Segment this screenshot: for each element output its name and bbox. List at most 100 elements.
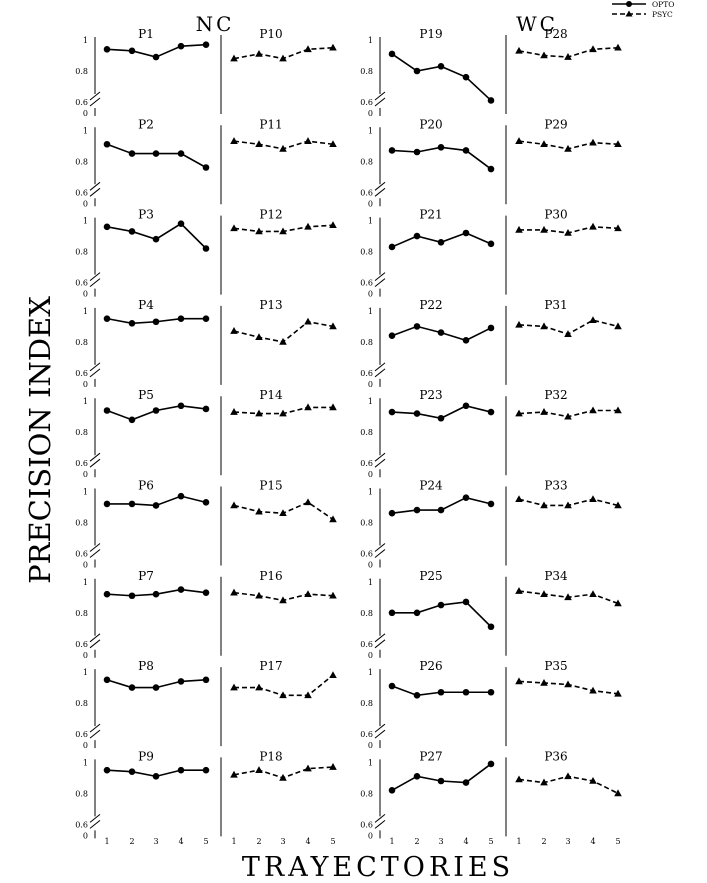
x-tick-label: 1	[231, 837, 236, 846]
y-tick-label: 1	[83, 397, 88, 406]
opto-p9-point-3	[152, 773, 160, 780]
opto-p5-point-3	[152, 407, 160, 414]
opto-p27-point-5	[487, 760, 495, 768]
participant-label: P4	[138, 298, 154, 312]
y-tick-label: 0.8	[75, 519, 88, 528]
x-tick-label: 5	[330, 837, 335, 846]
participant-label: P10	[259, 27, 282, 41]
x-tick-label: 5	[615, 837, 620, 846]
opto-p7-point-1	[103, 590, 111, 598]
y-tick-label: 0.8	[360, 519, 373, 528]
y-tick-label: 0.6	[360, 188, 373, 197]
opto-p5-point-5	[202, 405, 210, 413]
opto-p19-point-5	[487, 97, 495, 104]
opto-p27-line	[391, 763, 492, 791]
x-tick-label: 4	[178, 837, 183, 846]
opto-p20-point-4	[462, 147, 470, 154]
opto-p4-point-5	[202, 315, 210, 322]
y-tick-label: 0	[83, 651, 88, 660]
psyc-p30-point-1	[515, 225, 523, 233]
opto-p8-point-1	[103, 676, 111, 684]
participant-label: P28	[544, 27, 567, 41]
opto-p4-point-4	[177, 315, 185, 322]
y-axis-title: PRECISION INDEX	[23, 296, 57, 584]
psyc-p14-point-1	[230, 408, 238, 415]
psyc-p13-point-3	[279, 337, 287, 345]
opto-p23-point-1	[388, 408, 396, 416]
psyc-p17-point-2	[255, 683, 263, 691]
psyc-p34-point-3	[564, 593, 572, 601]
psyc-p11-point-3	[279, 144, 287, 152]
opto-p3-point-5	[202, 245, 210, 252]
y-tick-label: 1	[83, 578, 88, 587]
y-axis-break-mark	[89, 458, 101, 468]
y-tick-label: 0.6	[75, 98, 88, 107]
psyc-p11-point-5	[329, 140, 337, 148]
participant-label: P17	[259, 659, 282, 673]
y-axis-break-mark	[89, 362, 101, 372]
opto-p22-point-5	[487, 324, 495, 332]
y-tick-label: 1	[368, 668, 373, 677]
y-tick-label: 0	[83, 109, 88, 118]
y-axis-break-mark	[89, 814, 101, 823]
y-tick-label: 0.6	[360, 640, 373, 649]
y-tick-label: 0	[83, 831, 88, 840]
psyc-p33-point-3	[564, 501, 572, 509]
opto-p2-point-5	[202, 164, 210, 171]
panel-nc-row-7: 1 0.8 0.6 0 P7 P16	[75, 569, 337, 660]
psyc-p36-point-2	[540, 778, 548, 786]
y-axis-break-mark	[89, 278, 101, 287]
opto-p26-point-3	[437, 688, 445, 696]
psyc-p28-point-2	[540, 51, 548, 59]
y-axis-break-mark	[89, 729, 101, 739]
psyc-p35-point-5	[614, 689, 622, 697]
panel-nc-row-3: 1 0.8 0.6 0 P3 P12	[75, 208, 337, 299]
y-tick-label: 0.8	[360, 248, 373, 257]
y-tick-label: 0.6	[360, 730, 373, 739]
y-axis-break-mark	[374, 820, 386, 829]
y-axis-break-mark	[374, 452, 386, 462]
opto-p23-point-3	[437, 414, 445, 422]
x-axis-title: TRAYECTORIES	[242, 852, 514, 883]
panel-wc-row-6: 1 0.8 0.6 0 P24 P33	[360, 479, 622, 570]
opto-p20-point-3	[437, 144, 445, 151]
psyc-p35-point-4	[589, 686, 597, 694]
y-tick-label: 1	[368, 488, 373, 497]
opto-p19-point-2	[413, 67, 421, 75]
psyc-p17-point-5	[329, 671, 337, 678]
psyc-p31-point-4	[589, 316, 597, 323]
psyc-p17-point-1	[230, 683, 238, 691]
psyc-p35-point-2	[540, 678, 548, 686]
y-axis-break-mark	[374, 187, 386, 197]
psyc-p11-point-4	[304, 137, 312, 144]
opto-p21-point-2	[413, 232, 421, 240]
opto-p19-point-4	[462, 73, 470, 81]
opto-p24-point-3	[437, 506, 445, 514]
y-tick-label: 0.6	[360, 820, 373, 829]
opto-p3-point-1	[103, 223, 111, 231]
psyc-p32-point-5	[614, 406, 622, 414]
y-tick-label: 0.6	[360, 459, 373, 468]
opto-p6-point-4	[177, 492, 185, 500]
psyc-p17-point-4	[304, 691, 312, 699]
y-tick-label: 0.6	[360, 98, 373, 107]
opto-p21-point-5	[487, 240, 495, 248]
participant-label: P35	[544, 659, 567, 673]
y-tick-label: 0.6	[360, 279, 373, 288]
x-tick-label: 1	[389, 837, 394, 846]
opto-p25-point-5	[487, 623, 495, 631]
y-tick-label: 1	[83, 217, 88, 226]
y-tick-label: 0.6	[75, 188, 88, 197]
participant-label: P24	[419, 479, 443, 493]
y-axis-break-mark	[89, 272, 101, 281]
psyc-p32-point-4	[589, 406, 597, 414]
psyc-p16-point-2	[255, 591, 263, 599]
y-tick-label: 0.6	[75, 550, 88, 559]
opto-p5-point-1	[103, 407, 111, 414]
y-axis-break-mark	[374, 458, 386, 468]
y-tick-label: 0.8	[75, 67, 88, 76]
y-axis-break-mark	[89, 549, 101, 558]
y-tick-label: 0.8	[360, 67, 373, 76]
